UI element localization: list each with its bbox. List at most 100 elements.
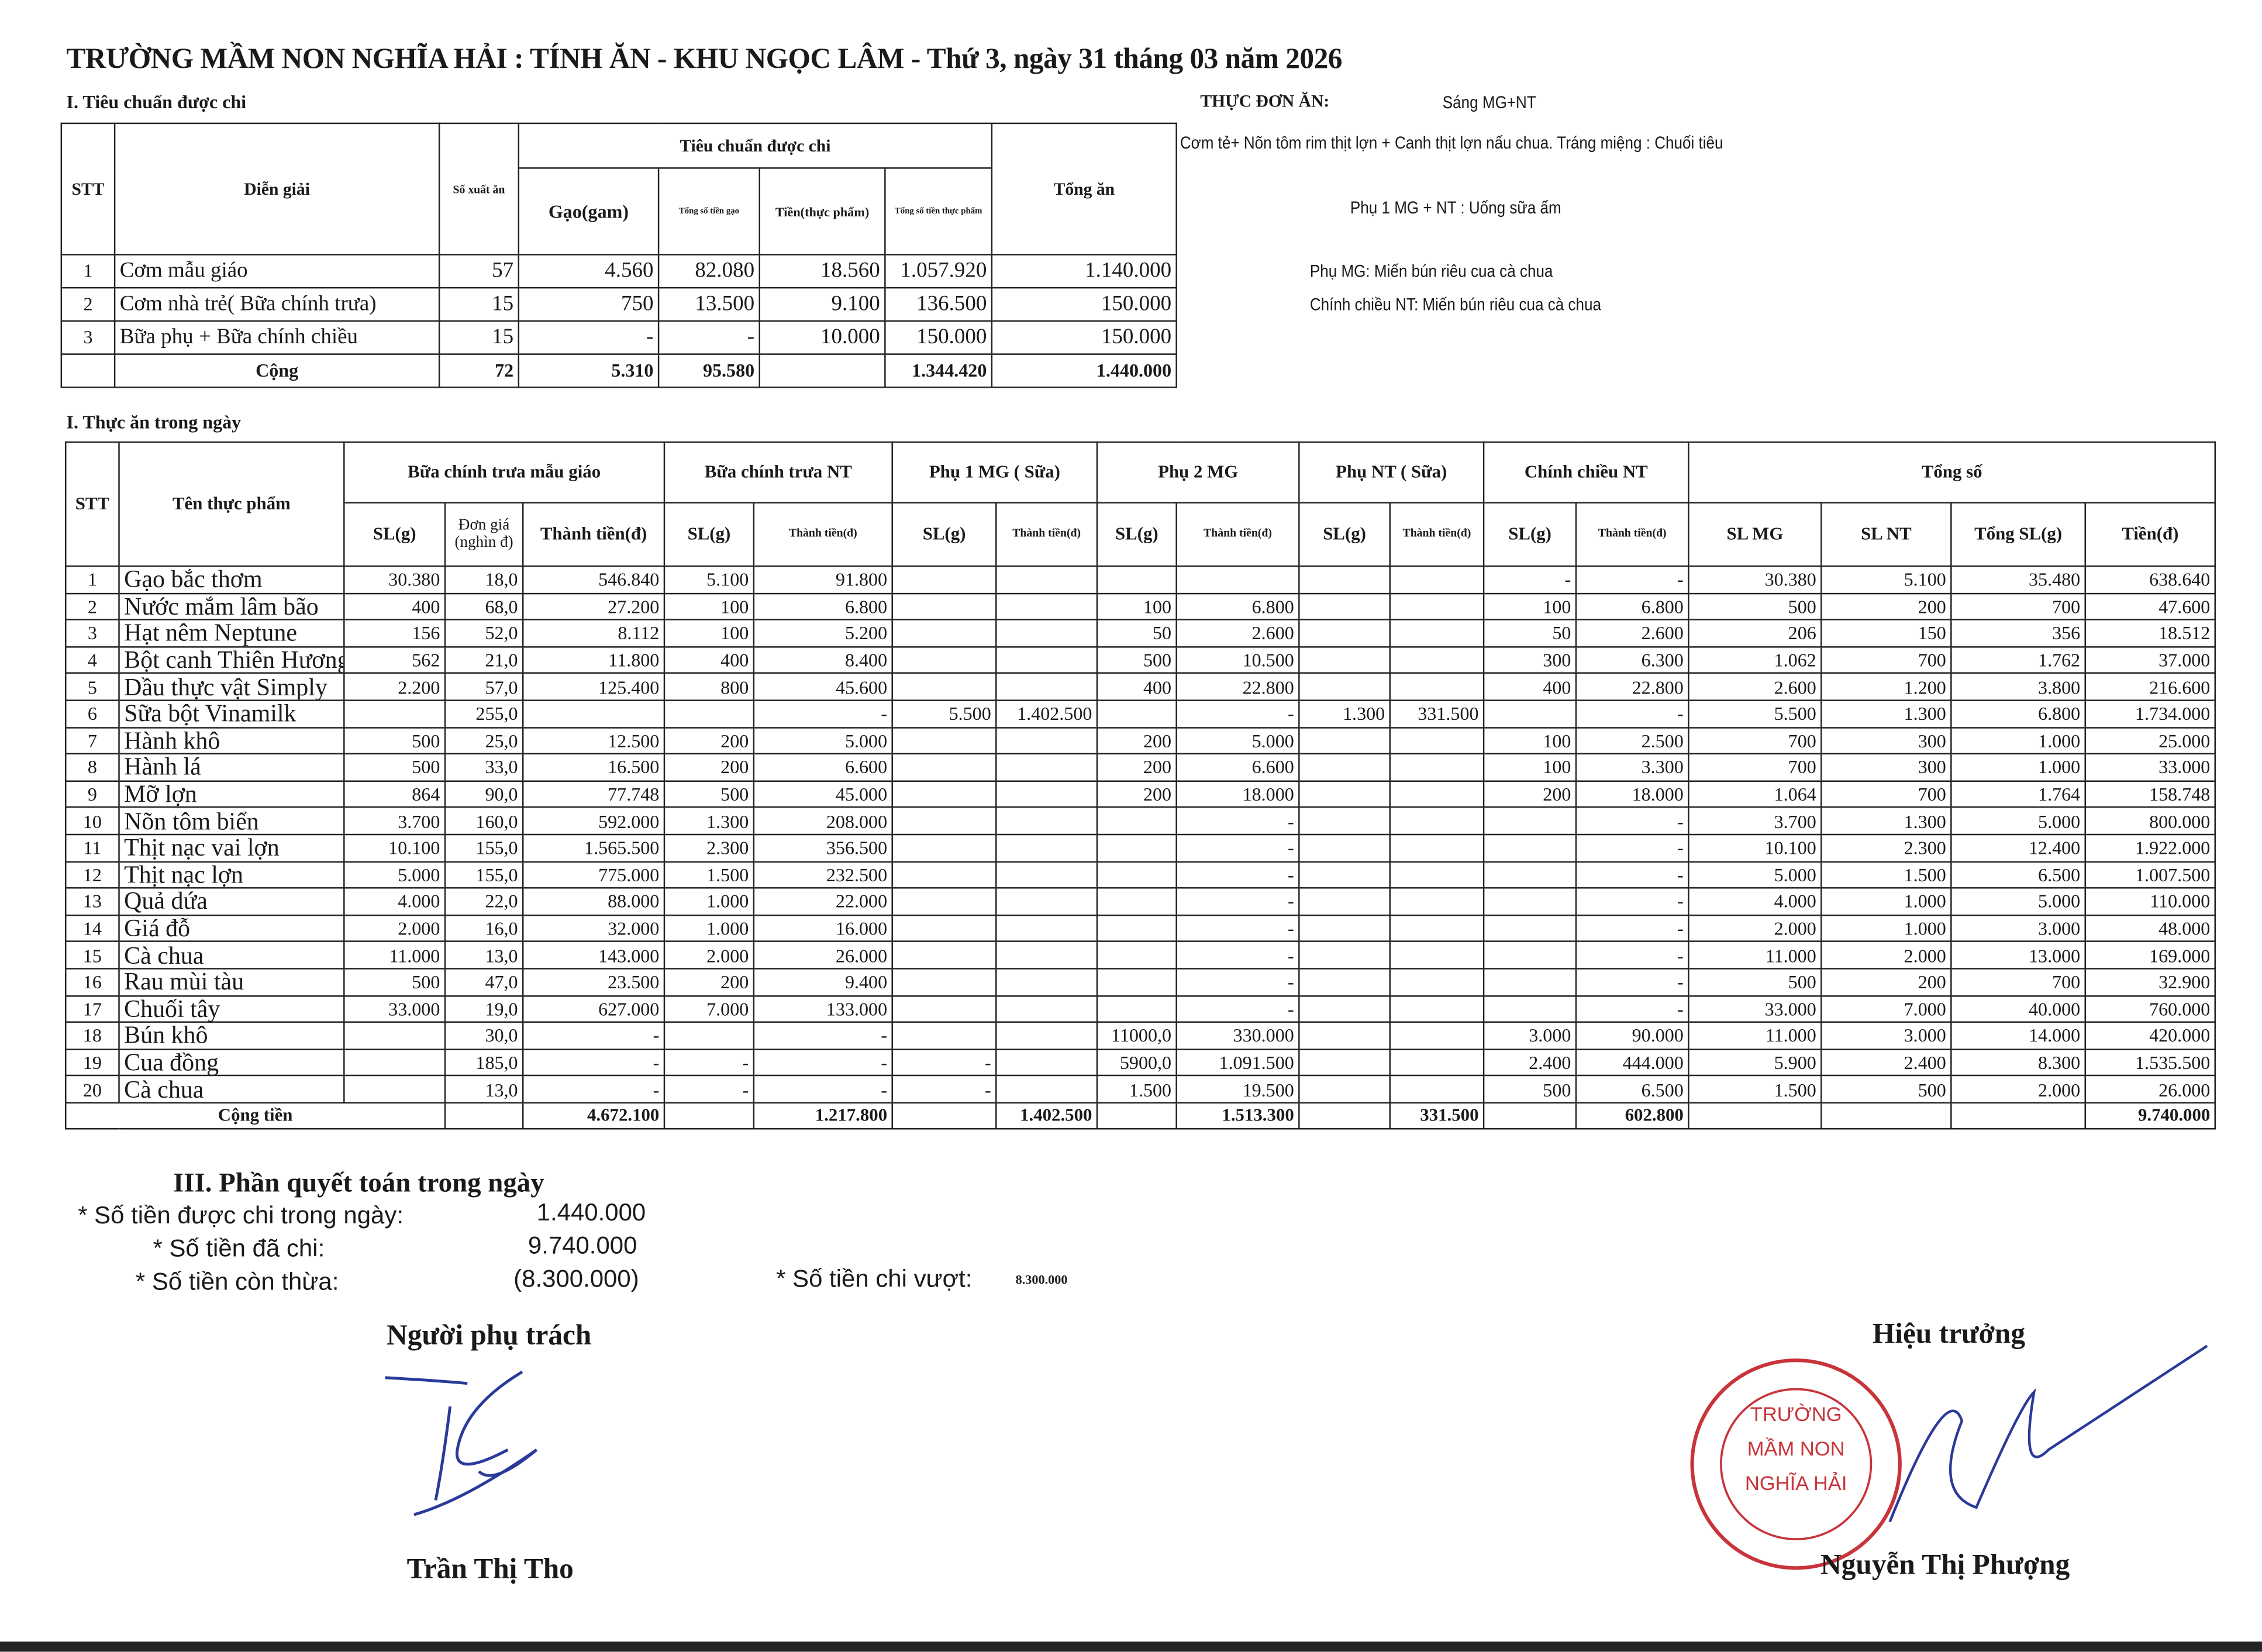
cell-total-sl-mg: 2.600 [1688,672,1822,701]
cell-snacknt-amount [1389,1021,1485,1050]
cell-afternoon-amount: 6.300 [1575,646,1689,674]
cell-nt-amount: 208.000 [753,806,893,836]
cell-snacknt-amount [1389,941,1485,970]
cell-mg-price: 155,0 [444,860,524,889]
header-rice: Gạo(gam) [518,167,660,256]
cell-snack2-amount: 18.000 [1175,780,1300,809]
cell-total-money: 47.600 [2084,592,2216,621]
cell-food-name: Nõn tôm biển [118,806,345,836]
cell-snack2-sl [1096,887,1177,916]
cell-nt-amount: - [753,1075,893,1103]
cell-snack1-sl [891,780,997,809]
cell-nt-amount: - [753,1021,893,1050]
food-row: 11 Thịt nạc vai lợn 10.100 155,0 1.565.500 2.… [65,833,2216,862]
cell-afternoon-sl: 200 [1482,780,1577,809]
standard-row: 1 Cơm mẫu giáo 57 4.560 82.080 18.560 1.057.92… [60,254,1177,289]
cell-food-name: Bột canh Thiên Hương [118,646,345,674]
cell-food-name: Sữa bột Vinamilk [118,699,345,728]
cell-nt-sl: - [663,1075,755,1103]
right-signer-title: Hiệu trưởng [1872,1318,2026,1350]
menu-session: Sáng MG+NT [1442,92,1536,113]
cell-snack1-sl [891,914,997,943]
header-snack-nt: Phụ NT ( Sữa) [1298,441,1485,503]
cell-snack1-amount [995,753,1098,782]
cell-afternoon-sl: 300 [1482,646,1577,674]
cell-afternoon-sl [1482,968,1577,996]
cell-snack1-amount [995,592,1098,621]
cell-food: 10.000 [758,320,886,355]
cell-snacknt-sl [1298,726,1391,755]
cell-mg-amount: 27.200 [522,592,666,621]
cell-snack1-sl [891,672,997,701]
cell-afternoon-amount: 22.800 [1575,672,1689,701]
total-cell [1096,1102,1177,1130]
over-label: * Số tiền chi vượt: [776,1265,973,1293]
cell-afternoon-amount: - [1575,806,1689,836]
cell-stt: 14 [65,914,120,943]
cell-snack2-sl [1096,833,1177,862]
cell-total-sl: 700 [1950,968,2087,996]
subheader-amount: Thành tiền(đ) [753,502,893,567]
cell-mg-sl [343,1048,446,1077]
cell-food-name: Dầu thực vật Simply [118,672,345,701]
subheader-sl: SL(g) [891,502,997,567]
cell-food-name: Nước mắm lâm bão [118,592,345,621]
cell-total-sl: 14.000 [1950,1021,2087,1050]
cell-total: 150.000 [991,287,1177,322]
cell-mg-sl: 3.700 [343,806,446,836]
cell-stt: 10 [65,806,120,836]
spent-value: 9.740.000 [527,1232,637,1260]
cell-snack1-sl [891,646,997,674]
cell-stt: 8 [65,753,120,782]
cell-total-sl-mg: 30.380 [1688,565,1822,594]
subheader-sl: SL(g) [1096,502,1177,567]
cell-rice: - [518,320,660,355]
cell-food-name: Rau mùi tàu [118,968,345,996]
cell-nt-sl: 200 [663,968,755,996]
cell-rice: 4.560 [518,254,660,289]
cell-mg-sl: 10.100 [343,833,446,862]
cell-snack1-sl: - [891,1048,997,1077]
cell-rice-total: 82.080 [657,254,761,289]
cell-mg-amount: 592.000 [522,806,666,836]
cell-total-sl-nt: 150 [1820,619,1952,648]
cell-food-name: Bún khô [118,1021,345,1050]
cell-afternoon-amount: 444.000 [1575,1048,1689,1077]
cell-snacknt-sl [1298,592,1391,621]
cell-mg-amount [522,699,666,728]
cell-mg-sl: 5.000 [343,860,446,889]
total-cell [1298,1102,1391,1130]
cell-mg-amount: - [522,1075,666,1103]
cell-food-name: Thịt nạc vai lợn [118,833,345,862]
cell-total-sl: 3.000 [1950,914,2087,943]
cell-total-sl-nt: 300 [1820,753,1952,782]
cell-snacknt-sl [1298,1075,1391,1103]
cell-snack1-sl: 5.500 [891,699,997,728]
cell-mg-amount: 8.112 [522,619,666,648]
cell-total-sl-nt: 2.300 [1820,833,1952,862]
food-row: 9 Mỡ lợn 864 90,0 77.748 500 45.000 200 18.000 20… [65,780,2216,809]
settlement-heading: III. Phần quyết toán trong ngày [173,1168,544,1199]
cell-nt-sl: 2.300 [663,833,755,862]
cell-total-sl-nt: 3.000 [1820,1021,1952,1050]
cell-total-money: 1.007.500 [2084,860,2216,889]
food-row: 17 Chuối tây 33.000 19,0 627.000 7.000 133.000… [65,994,2216,1023]
cell-snack2-sl: 400 [1096,672,1177,701]
cell-snack1-amount: 1.402.500 [995,699,1098,728]
cell-snack2-amount: 6.800 [1175,592,1300,621]
sum-label: Cộng [113,353,440,388]
cell-snack1-amount [995,646,1098,674]
cell-afternoon-amount: - [1575,887,1689,916]
cell-total-money: 1.734.000 [2084,699,2216,728]
total-cell [663,1102,755,1130]
cell-total-sl-nt: 200 [1820,592,1952,621]
header-stt: STT [65,441,120,567]
standard-table: STT Diễn giải Số xuất ăn Tiêu chuẩn được… [60,122,1177,388]
page-bottom-edge [0,1641,2262,1652]
cell-afternoon-sl [1482,806,1577,836]
food-row: 1 Gạo bắc thơm 30.380 18,0 546.840 5.100 91.80… [65,565,2216,594]
cell-snack1-sl [891,592,997,621]
header-rice-total: Tổng số tiền gạo [657,167,761,256]
cell-nt-amount: - [753,699,893,728]
menu-snack1: Phụ 1 MG + NT : Uống sữa ấm [1350,197,1561,218]
